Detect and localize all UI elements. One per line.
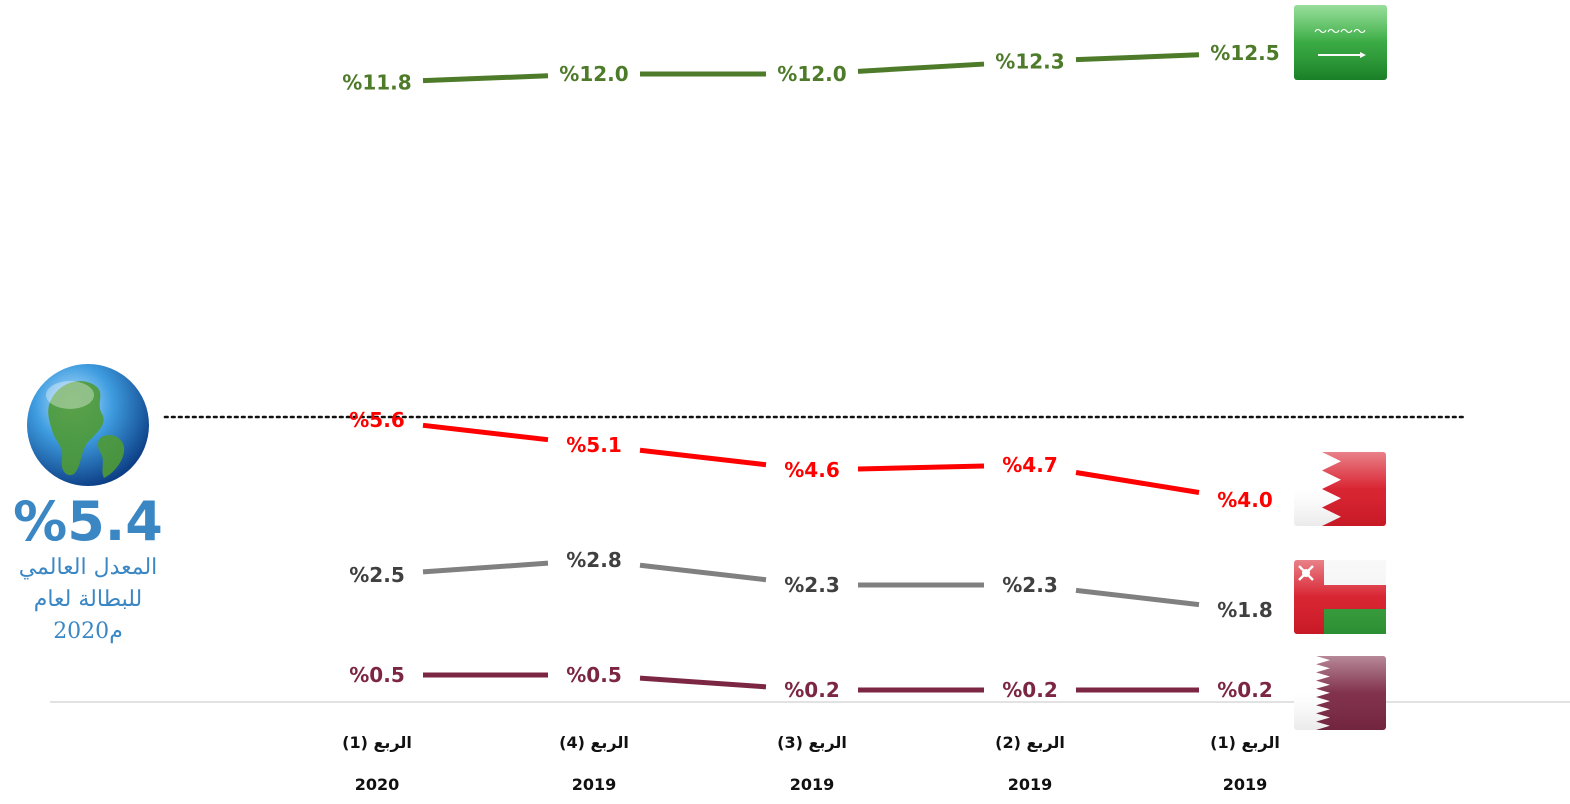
bahrain-flag xyxy=(1294,452,1386,526)
data-label-qa: %0.2 xyxy=(1002,678,1057,702)
data-label-qa: %0.5 xyxy=(566,663,621,687)
data-label-sa: %12.0 xyxy=(559,62,628,86)
world-average-value: %5.4 xyxy=(13,490,163,553)
series-line-segment-qa xyxy=(639,675,767,690)
x-tick-year: 2019 xyxy=(1008,775,1053,794)
world-average-label-line: 2020م xyxy=(53,619,123,644)
world-average-label: المعدل العالمي للبطالة لعام 2020م xyxy=(19,555,158,644)
series-line-segment-sa xyxy=(1075,52,1200,63)
data-label-om: %2.3 xyxy=(784,573,839,597)
series-line-segment-om xyxy=(422,560,549,575)
series-value-labels: %12.5 %12.3 %12.0 %12.0 %11.8 %4.0 %4.7 %4.6 %5.… xyxy=(342,41,1279,702)
data-label-qa: %0.5 xyxy=(349,663,404,687)
saudi-arabia-flag: 〜〜〜〜 xyxy=(1294,5,1387,80)
data-label-bh: %4.0 xyxy=(1217,488,1272,512)
qatar-flag xyxy=(1294,656,1386,730)
series-line-segment-bh xyxy=(1075,470,1200,495)
data-label-om: %2.5 xyxy=(349,563,404,587)
x-tick-quarter: الربع (2) xyxy=(995,733,1065,752)
series-line-segment-bh xyxy=(422,422,549,443)
series-line-segment-bh xyxy=(639,447,767,468)
data-label-om: %1.8 xyxy=(1217,598,1272,622)
x-axis-tick-labels: الربع (1) 2019 الربع (2) 2019 الربع (3) 2019 ا… xyxy=(342,733,1280,794)
globe-icon xyxy=(27,364,149,486)
series-line-segment-sa xyxy=(857,61,985,74)
x-tick-year: 2019 xyxy=(572,775,617,794)
series-line-segment-om xyxy=(639,562,767,583)
data-label-sa: %11.8 xyxy=(342,70,411,94)
data-label-sa: %12.3 xyxy=(995,49,1064,73)
world-average-label-line: المعدل العالمي xyxy=(19,555,158,580)
data-label-om: %2.3 xyxy=(1002,573,1057,597)
data-label-bh: %4.7 xyxy=(1002,453,1057,477)
x-tick-quarter: الربع (3) xyxy=(777,733,847,752)
data-label-bh: %5.1 xyxy=(566,433,621,457)
data-label-sa: %12.5 xyxy=(1210,41,1279,65)
world-average-label-line: للبطالة لعام xyxy=(34,587,143,612)
series-lines xyxy=(422,52,1200,693)
series-line-segment-sa xyxy=(422,73,549,84)
x-tick-year: 2019 xyxy=(790,775,835,794)
x-tick-quarter: الربع (4) xyxy=(559,733,629,752)
series-line-segment-om xyxy=(1075,587,1200,608)
data-label-bh: %4.6 xyxy=(784,458,839,482)
x-tick-quarter: الربع (1) xyxy=(1210,733,1280,752)
data-label-om: %2.8 xyxy=(566,548,621,572)
data-label-qa: %0.2 xyxy=(784,678,839,702)
data-label-bh: %5.6 xyxy=(349,408,404,432)
series-line-segment-bh xyxy=(857,463,985,472)
x-tick-year: 2020 xyxy=(355,775,400,794)
data-label-qa: %0.2 xyxy=(1217,678,1272,702)
oman-flag xyxy=(1294,560,1386,634)
x-tick-year: 2019 xyxy=(1223,775,1268,794)
x-tick-quarter: الربع (1) xyxy=(342,733,412,752)
data-label-sa: %12.0 xyxy=(777,62,846,86)
